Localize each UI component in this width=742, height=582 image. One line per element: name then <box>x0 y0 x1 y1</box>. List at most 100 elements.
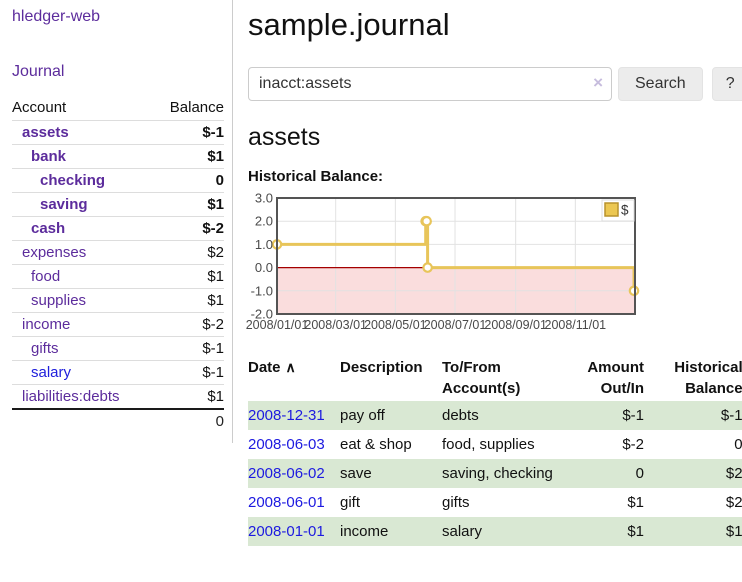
register-balance-cell: $1 <box>725 523 742 540</box>
svg-text:2008/11/01: 2008/11/01 <box>545 318 607 332</box>
account-row: supplies $1 <box>12 288 224 313</box>
transaction-date-link[interactable]: 2008-06-03 <box>248 436 325 453</box>
register-row: 2008-06-03 eat & shop food, supplies $-2 0 <box>248 430 742 459</box>
register-header-amount: Amount Out/In <box>587 359 644 397</box>
accounts-total-value: 0 <box>152 408 224 433</box>
sidebar-account-link-assets[interactable]: assets <box>22 124 69 141</box>
register-header-date[interactable]: Date ∧ <box>248 359 296 376</box>
account-row: checking 0 <box>12 168 224 193</box>
chart-canvas: $3.0 2.0 1.0 0.0 -1.0 -2.02008/01/012008/03/0… <box>246 191 640 332</box>
account-row: cash $-2 <box>12 216 224 241</box>
sidebar-account-link-liabilities-debts[interactable]: liabilities:debts <box>22 388 120 405</box>
register-date-cell: 2008-06-03 <box>248 430 340 459</box>
account-row: income $-2 <box>12 312 224 337</box>
account-balance: $2 <box>152 240 224 265</box>
account-name-cell: expenses <box>12 240 153 265</box>
account-name-cell: supplies <box>12 288 153 313</box>
account-row: salary $-1 <box>12 360 224 385</box>
page-title: sample.journal <box>248 7 450 42</box>
sidebar-account-link-gifts[interactable]: gifts <box>31 340 59 357</box>
sidebar-account-link-salary[interactable]: salary <box>31 364 72 381</box>
sidebar-account-link-checking[interactable]: checking <box>40 172 106 189</box>
search-box: × <box>248 67 612 101</box>
app-root: hledger-web Journal Account Balance asse… <box>0 0 742 546</box>
account-balance: $-1 <box>152 360 224 385</box>
svg-text:0.0: 0.0 <box>255 260 273 275</box>
account-balance: $1 <box>152 288 224 313</box>
register-balance-cell: $2 <box>725 465 742 482</box>
register-balance-cell: $-1 <box>720 407 742 424</box>
register-amount-cell: $-1 <box>622 407 644 424</box>
register-header-description: Description <box>340 359 423 376</box>
transaction-date-link[interactable]: 2008-06-02 <box>248 465 325 482</box>
sort-asc-icon: ∧ <box>285 359 296 375</box>
svg-text:2008/03/01: 2008/03/01 <box>304 318 367 332</box>
svg-text:$: $ <box>621 203 629 218</box>
transaction-date-link[interactable]: 2008-12-31 <box>248 407 325 424</box>
accounts-table-body: assets $-1 bank $1 checking 0 saving $1 cash $-2 e… <box>12 120 224 409</box>
register-accounts-cell: gifts <box>442 494 470 511</box>
svg-text:2008/05/01: 2008/05/01 <box>364 318 427 332</box>
register-description-cell: save <box>340 465 372 482</box>
account-balance: $1 <box>152 144 224 169</box>
account-balance: $-1 <box>152 336 224 361</box>
sidebar-account-link-saving[interactable]: saving <box>40 196 88 213</box>
search-input[interactable] <box>248 67 612 101</box>
account-row: expenses $2 <box>12 240 224 265</box>
svg-text:2008/01/01: 2008/01/01 <box>246 318 309 332</box>
svg-text:-1.0: -1.0 <box>251 283 273 298</box>
main-content: sample.journal × Search ? assets Histori… <box>233 0 742 546</box>
account-row: liabilities:debts $1 <box>12 384 224 409</box>
register-header-accounts: To/From Account(s) <box>442 359 521 397</box>
account-row: bank $1 <box>12 144 224 169</box>
accounts-header-balance: Balance <box>169 99 224 116</box>
register-date-cell: 2008-01-01 <box>248 517 340 546</box>
register-row: 2008-01-01 income salary $1 $1 <box>248 517 742 546</box>
transaction-date-link[interactable]: 2008-06-01 <box>248 494 325 511</box>
account-name-cell: salary <box>12 360 153 385</box>
clear-search-icon[interactable]: × <box>593 73 603 92</box>
account-heading: assets <box>248 123 321 151</box>
register-amount-cell: $1 <box>627 523 644 540</box>
sidebar: hledger-web Journal Account Balance asse… <box>0 0 233 443</box>
register-description-cell: income <box>340 523 389 540</box>
account-balance: $1 <box>152 384 224 409</box>
account-row: assets $-1 <box>12 120 224 145</box>
account-name-cell: checking <box>12 168 153 193</box>
account-name-cell: assets <box>12 120 153 145</box>
account-balance: $-2 <box>152 216 224 241</box>
account-balance: 0 <box>152 168 224 193</box>
brand-link[interactable]: hledger-web <box>12 8 101 25</box>
sidebar-account-link-supplies[interactable]: supplies <box>31 292 87 309</box>
register-description-cell: pay off <box>340 407 385 424</box>
search-button[interactable]: Search <box>618 67 703 101</box>
register-date-cell: 2008-06-02 <box>248 459 340 488</box>
account-balance: $-2 <box>152 312 224 337</box>
register-accounts-cell: salary <box>442 523 483 540</box>
account-row: gifts $-1 <box>12 336 224 361</box>
register-row: 2008-06-01 gift gifts $1 $2 <box>248 488 742 517</box>
register-header-balance: Historical Balance <box>674 359 742 397</box>
nav-journal-link[interactable]: Journal <box>12 63 65 80</box>
register-date-cell: 2008-06-01 <box>248 488 340 517</box>
transaction-date-link[interactable]: 2008-01-01 <box>248 523 325 540</box>
historical-balance-chart: $3.0 2.0 1.0 0.0 -1.0 -2.0 2008/01/01 2008/03/0… <box>244 191 742 335</box>
register-row: 2008-12-31 pay off debts $-1 $-1 <box>248 401 742 430</box>
account-balance: $1 <box>152 192 224 217</box>
sidebar-account-link-income[interactable]: income <box>22 316 71 333</box>
account-row: food $1 <box>12 264 224 289</box>
register-amount-cell: $-2 <box>622 436 644 453</box>
svg-text:2008/09/01: 2008/09/01 <box>484 318 547 332</box>
register-balance-cell: 0 <box>734 436 742 453</box>
register-table: Date ∧ Description To/From Account(s) Amo… <box>248 355 742 546</box>
register-accounts-cell: food, supplies <box>442 436 535 453</box>
sidebar-account-link-food[interactable]: food <box>31 268 61 285</box>
help-button[interactable]: ? <box>711 67 742 101</box>
sidebar-account-link-cash[interactable]: cash <box>31 220 66 237</box>
search-row: × Search ? <box>248 67 742 101</box>
svg-text:-2.0: -2.0 <box>251 307 273 322</box>
account-name-cell: cash <box>12 216 153 241</box>
svg-text:1.0: 1.0 <box>255 237 273 252</box>
sidebar-account-link-bank[interactable]: bank <box>31 148 67 165</box>
sidebar-account-link-expenses[interactable]: expenses <box>22 244 87 261</box>
